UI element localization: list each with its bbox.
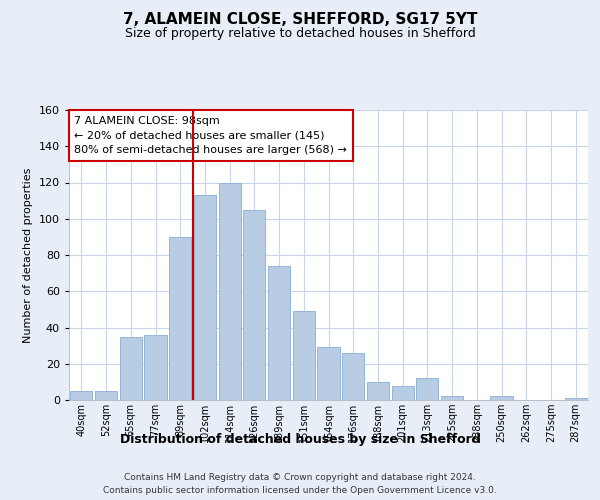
Bar — [441, 396, 463, 400]
Bar — [317, 348, 340, 400]
Bar — [119, 336, 142, 400]
Bar — [565, 398, 587, 400]
Bar — [367, 382, 389, 400]
Bar — [194, 195, 216, 400]
Text: 7, ALAMEIN CLOSE, SHEFFORD, SG17 5YT: 7, ALAMEIN CLOSE, SHEFFORD, SG17 5YT — [123, 12, 477, 28]
Bar — [95, 391, 117, 400]
Y-axis label: Number of detached properties: Number of detached properties — [23, 168, 33, 342]
Bar — [416, 378, 439, 400]
Bar — [218, 182, 241, 400]
Bar — [293, 311, 315, 400]
Bar — [243, 210, 265, 400]
Bar — [169, 237, 191, 400]
Bar — [145, 335, 167, 400]
Bar — [70, 391, 92, 400]
Bar — [392, 386, 414, 400]
Text: Contains public sector information licensed under the Open Government Licence v3: Contains public sector information licen… — [103, 486, 497, 495]
Text: Distribution of detached houses by size in Shefford: Distribution of detached houses by size … — [119, 432, 481, 446]
Bar — [342, 353, 364, 400]
Text: Contains HM Land Registry data © Crown copyright and database right 2024.: Contains HM Land Registry data © Crown c… — [124, 472, 476, 482]
Text: Size of property relative to detached houses in Shefford: Size of property relative to detached ho… — [125, 28, 475, 40]
Bar — [268, 266, 290, 400]
Text: 7 ALAMEIN CLOSE: 98sqm
← 20% of detached houses are smaller (145)
80% of semi-de: 7 ALAMEIN CLOSE: 98sqm ← 20% of detached… — [74, 116, 347, 156]
Bar — [490, 396, 512, 400]
